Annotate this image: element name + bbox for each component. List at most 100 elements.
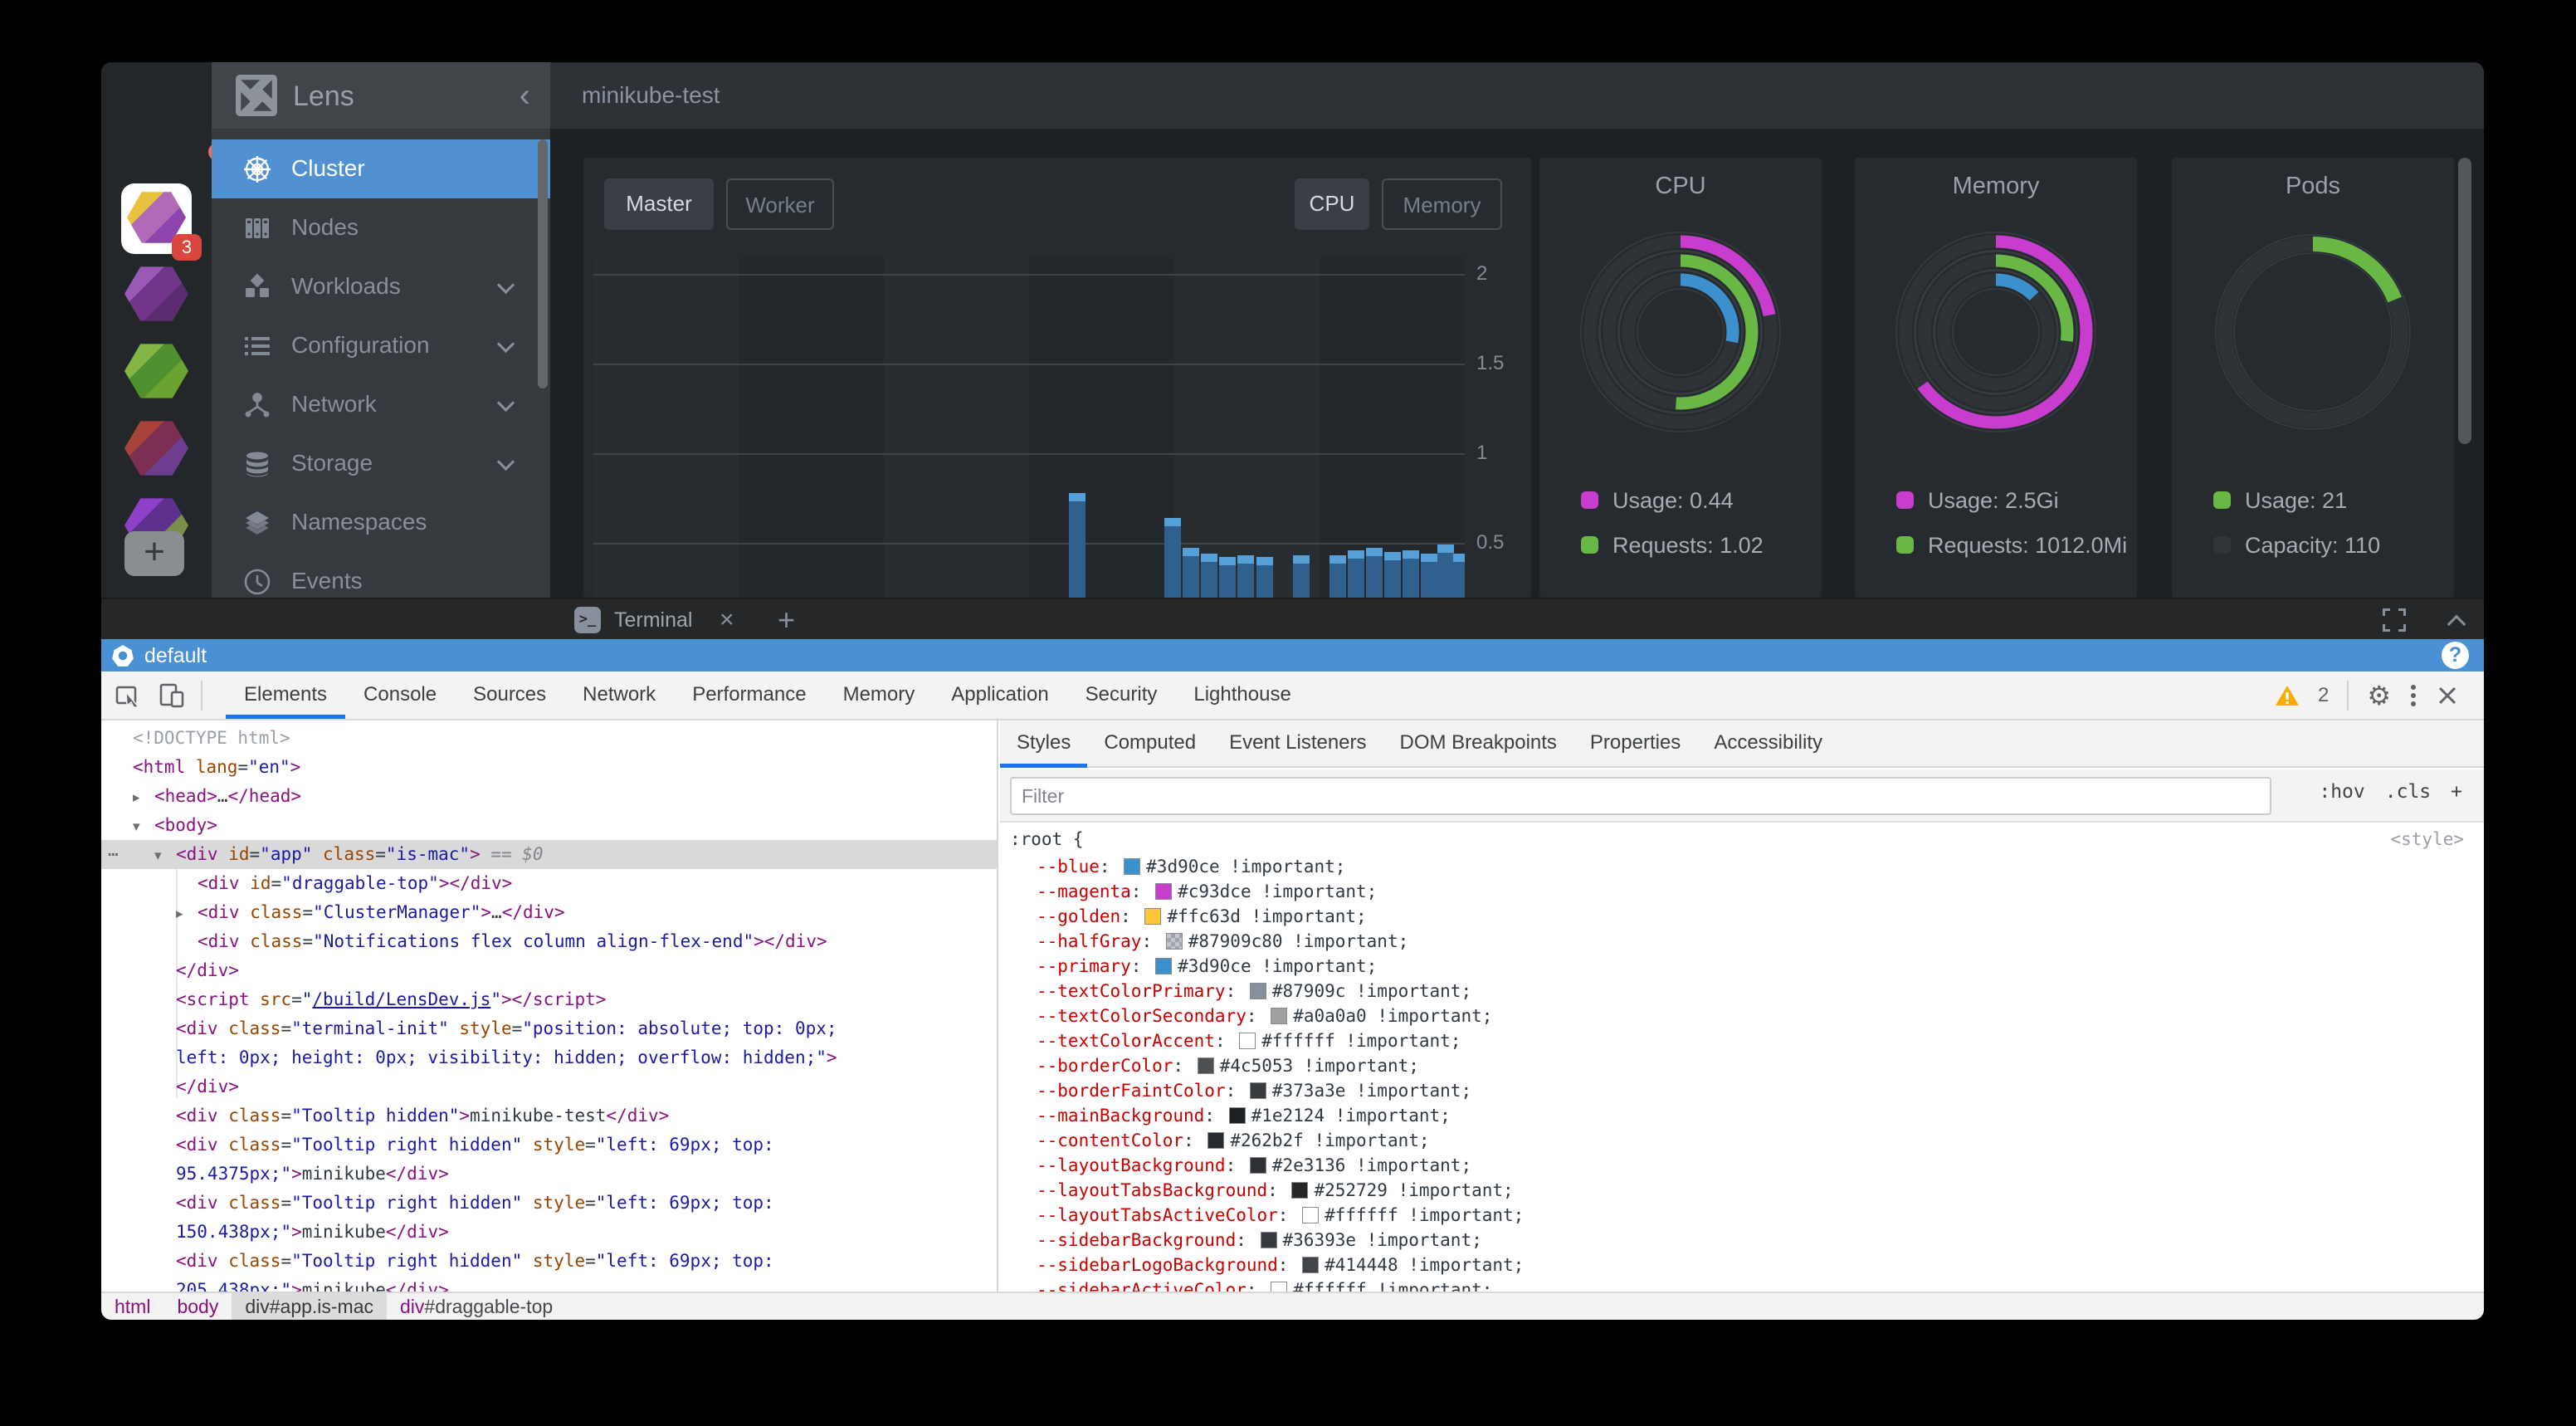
css-property-row[interactable]: --blue: #3d90ce !important; xyxy=(1037,857,1346,877)
sidebar-item-namespaces[interactable]: Namespaces xyxy=(212,493,550,552)
color-swatch[interactable] xyxy=(1155,958,1173,974)
cluster-icon[interactable]: 3 xyxy=(121,183,202,261)
color-swatch[interactable] xyxy=(1155,883,1173,900)
style-source-link[interactable]: <style> xyxy=(2390,829,2464,849)
breadcrumb-item[interactable]: div#draggable-top xyxy=(400,1296,554,1317)
add-cluster-button[interactable]: + xyxy=(124,531,184,576)
sidebar-item-storage[interactable]: Storage xyxy=(212,434,550,493)
cluster-icon[interactable] xyxy=(121,261,192,327)
help-button[interactable]: ? xyxy=(2442,642,2469,669)
dom-tree-line[interactable]: <div class="Tooltip right hidden" style=… xyxy=(176,1251,774,1271)
devtools-close-icon[interactable] xyxy=(2436,684,2459,707)
element-classes-toggle[interactable]: .cls xyxy=(2384,781,2432,803)
tab-security[interactable]: Security xyxy=(1085,683,1158,706)
node-tab-master[interactable]: Master xyxy=(604,178,714,230)
css-property-row[interactable]: --textColorPrimary: #87909c !important; xyxy=(1037,981,1472,1001)
dom-tree-line[interactable]: <div class="Tooltip hidden">minikube-tes… xyxy=(176,1106,670,1126)
dom-tree-line[interactable]: 205.438px;">minikube</div> xyxy=(176,1280,449,1292)
css-property-row[interactable]: --layoutBackground: #2e3136 !important; xyxy=(1037,1155,1472,1175)
metric-tab-cpu[interactable]: CPU xyxy=(1295,178,1369,230)
chevron-down-icon[interactable] xyxy=(496,393,515,413)
tab-performance[interactable]: Performance xyxy=(692,683,807,706)
tab-network[interactable]: Network xyxy=(583,683,656,706)
color-swatch[interactable] xyxy=(1249,1157,1266,1174)
breadcrumb-item[interactable]: body xyxy=(177,1296,219,1317)
dom-tree-line[interactable]: </div> xyxy=(176,960,239,980)
tab-application[interactable]: Application xyxy=(951,683,1049,706)
sidebar-item-cluster[interactable]: Cluster xyxy=(212,139,550,198)
dom-tree-line[interactable]: ▸ <head>…</head> xyxy=(101,782,997,811)
tab-memory[interactable]: Memory xyxy=(842,683,915,706)
css-property-row[interactable]: --magenta: #c93dce !important; xyxy=(1037,881,1378,901)
dock-collapse-chevron-icon[interactable] xyxy=(2447,614,2466,634)
color-swatch[interactable] xyxy=(1249,1082,1266,1099)
warning-icon[interactable] xyxy=(2275,684,2300,707)
dom-tree-line[interactable]: </div> xyxy=(176,1077,239,1096)
css-selector[interactable]: :root { xyxy=(1010,829,1084,849)
terminal-tab-label[interactable]: Terminal xyxy=(614,608,693,632)
chevron-down-icon[interactable] xyxy=(496,276,515,295)
styles-tab-accessibility[interactable]: Accessibility xyxy=(1714,731,1823,754)
pseudo-state-toggle[interactable]: :hov xyxy=(2319,781,2365,803)
inspect-element-icon[interactable] xyxy=(115,681,143,710)
tab-sources[interactable]: Sources xyxy=(473,683,547,706)
styles-tab-properties[interactable]: Properties xyxy=(1589,731,1681,754)
dom-tree-line[interactable]: <script src="/build/LensDev.js"></script… xyxy=(176,989,607,1009)
css-property-row[interactable]: --sidebarActiveColor: #ffffff !important… xyxy=(1000,1277,2484,1292)
css-property-row[interactable]: --contentColor: #262b2f !important; xyxy=(1037,1131,1430,1150)
sidebar-item-workloads[interactable]: Workloads xyxy=(212,257,550,316)
color-swatch[interactable] xyxy=(1208,1132,1225,1149)
sidebar-collapse-chevron[interactable]: ‹ xyxy=(519,77,530,114)
css-property-row[interactable]: --layoutTabsActiveColor: #ffffff !import… xyxy=(1037,1205,1525,1225)
css-property-row[interactable]: --borderColor: #4c5053 !important; xyxy=(1037,1056,1419,1076)
more-options-icon[interactable] xyxy=(2409,681,2417,710)
dom-tree-line[interactable]: ⋯ ▾ <div id="app" class="is-mac"> == $0 xyxy=(101,840,997,869)
dom-tree-line[interactable]: <!DOCTYPE html> xyxy=(133,728,290,748)
settings-gear-icon[interactable]: ⚙ xyxy=(2367,681,2391,711)
breadcrumb-item[interactable]: div#app.is-mac xyxy=(232,1293,388,1320)
terminal-close-icon[interactable]: × xyxy=(720,606,734,633)
css-property-row[interactable]: --primary: #3d90ce !important; xyxy=(1037,956,1378,976)
sidebar-item-network[interactable]: Network xyxy=(212,375,550,434)
css-property-row[interactable]: --borderFaintColor: #373a3e !important; xyxy=(1037,1081,1472,1101)
terminal-icon[interactable]: >_ xyxy=(574,607,601,633)
dom-tree-line[interactable]: 95.4375px;">minikube</div> xyxy=(176,1164,449,1184)
css-property-row[interactable]: --layoutTabsBackground: #252729 !importa… xyxy=(1037,1180,1514,1200)
content-scrollbar[interactable] xyxy=(2458,158,2471,444)
dom-tree-line[interactable]: left: 0px; height: 0px; visibility: hidd… xyxy=(176,1048,837,1067)
breadcrumb-item[interactable]: html xyxy=(115,1296,151,1317)
dom-tree-line[interactable]: <div id="draggable-top"></div> xyxy=(198,873,513,893)
dom-tree-line[interactable]: <html lang="en"> xyxy=(133,757,301,777)
color-swatch[interactable] xyxy=(1197,1057,1214,1074)
tab-console[interactable]: Console xyxy=(363,683,437,706)
metric-tab-memory[interactable]: Memory xyxy=(1382,178,1502,230)
css-property-row[interactable]: --sidebarBackground: #36393e !important; xyxy=(1037,1230,1482,1250)
sidebar-item-events[interactable]: Events xyxy=(212,552,550,598)
node-tab-worker[interactable]: Worker xyxy=(726,178,834,230)
css-property-row[interactable]: --mainBackground: #1e2124 !important; xyxy=(1037,1106,1451,1126)
tab-lighthouse[interactable]: Lighthouse xyxy=(1193,683,1291,706)
tab-elements[interactable]: Elements xyxy=(226,671,346,719)
sidebar-item-configuration[interactable]: Configuration xyxy=(212,316,550,375)
color-swatch[interactable] xyxy=(1239,1033,1256,1049)
dom-tree-line[interactable]: 150.438px;">minikube</div> xyxy=(176,1222,449,1242)
dom-tree-line[interactable]: ▸ <div class="ClusterManager">…</div> xyxy=(101,898,997,927)
styles-tab-event-listeners[interactable]: Event Listeners xyxy=(1229,731,1367,754)
terminal-add-icon[interactable]: + xyxy=(778,603,796,637)
chevron-down-icon[interactable] xyxy=(496,335,515,354)
color-swatch[interactable] xyxy=(1260,1232,1277,1248)
css-property-row[interactable]: --sidebarLogoBackground: #414448 !import… xyxy=(1037,1255,1525,1275)
styles-tab-dom-breakpoints[interactable]: DOM Breakpoints xyxy=(1399,731,1557,754)
sidebar-scrollbar[interactable] xyxy=(538,139,548,388)
sidebar-item-nodes[interactable]: Nodes xyxy=(212,198,550,257)
dom-tree-line[interactable]: <div class="Notifications flex column al… xyxy=(198,931,827,951)
color-swatch[interactable] xyxy=(1302,1257,1320,1273)
dom-tree-line[interactable]: <div class="Tooltip right hidden" style=… xyxy=(176,1135,774,1155)
color-swatch[interactable] xyxy=(1271,1282,1288,1292)
dom-tree-line[interactable]: ▾ <body> xyxy=(101,811,997,840)
color-swatch[interactable] xyxy=(1144,908,1162,925)
color-swatch[interactable] xyxy=(1124,858,1141,875)
css-property-row[interactable]: --textColorSecondary: #a0a0a0 !important… xyxy=(1037,1006,1493,1026)
color-swatch[interactable] xyxy=(1302,1207,1320,1223)
cluster-icon[interactable] xyxy=(121,415,192,481)
